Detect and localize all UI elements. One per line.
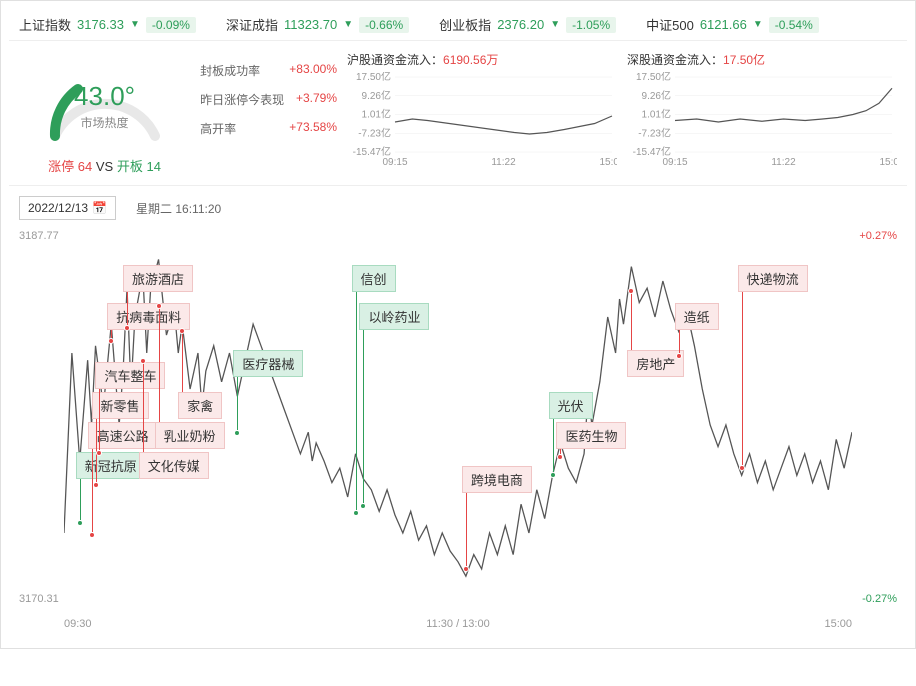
mini-chart-hu: 沪股通资金流入：6190.56万 17.50亿9.26亿1.01亿-7.23亿-… bbox=[347, 51, 617, 175]
tag-connector bbox=[80, 472, 81, 520]
stat-row: 昨日涨停今表现+3.79% bbox=[200, 85, 337, 114]
tag-dot bbox=[89, 532, 95, 538]
arrow-down-icon: ▼ bbox=[550, 19, 560, 30]
tag-connector bbox=[237, 370, 238, 430]
gauge-summary: 涨停 64 VS 开板 14 bbox=[19, 156, 190, 175]
mini-chart-1-svg: 17.50亿9.26亿1.01亿-7.23亿-15.47亿09:1511:221… bbox=[347, 72, 617, 167]
y-axis-bot: 3170.31 bbox=[19, 593, 59, 605]
tag-connector bbox=[631, 290, 632, 350]
index-item[interactable]: 创业板指 2376.20 ▼ -1.05% bbox=[439, 15, 616, 34]
arrow-down-icon: ▼ bbox=[343, 19, 353, 30]
chart-tag[interactable]: 快递物流 bbox=[738, 265, 808, 292]
gauge-value: 43.0° bbox=[19, 81, 190, 112]
svg-text:15:00: 15:00 bbox=[599, 157, 617, 167]
chart-tag[interactable]: 信创 bbox=[352, 265, 396, 292]
chart-tag[interactable]: 旅游酒店 bbox=[123, 265, 193, 292]
svg-text:17.50亿: 17.50亿 bbox=[356, 72, 391, 83]
svg-text:15:00: 15:00 bbox=[879, 157, 897, 167]
svg-text:17.50亿: 17.50亿 bbox=[636, 72, 671, 83]
tag-connector bbox=[159, 305, 160, 422]
tag-dot bbox=[463, 566, 469, 572]
chart-tag[interactable]: 文化传媒 bbox=[139, 452, 209, 479]
mini-chart-shen: 深股通资金流入：17.50亿 17.50亿9.26亿1.01亿-7.23亿-15… bbox=[627, 51, 897, 175]
x-axis-left: 09:30 bbox=[64, 618, 92, 630]
tag-dot bbox=[550, 472, 556, 478]
svg-text:9.26亿: 9.26亿 bbox=[362, 89, 391, 102]
tag-dot bbox=[739, 465, 745, 471]
gauge-label: 市场热度 bbox=[19, 114, 190, 131]
chart-tag[interactable]: 乳业奶粉 bbox=[155, 422, 225, 449]
tag-connector bbox=[92, 442, 93, 532]
gauge: 43.0° 市场热度 涨停 64 VS 开板 14 bbox=[19, 51, 190, 175]
main-chart: 3187.77 3170.31 +0.27% -0.27% 09:30 11:3… bbox=[19, 230, 897, 630]
svg-text:11:22: 11:22 bbox=[771, 157, 796, 167]
x-axis-mid: 11:30 / 13:00 bbox=[426, 618, 489, 630]
main-chart-area: 2022/12/13 📅 星期二 16:11:20 3187.77 3170.3… bbox=[9, 186, 907, 640]
tag-connector bbox=[96, 412, 97, 482]
index-item[interactable]: 中证500 6121.66 ▼ -0.54% bbox=[646, 15, 819, 34]
svg-text:-7.23亿: -7.23亿 bbox=[638, 126, 671, 139]
chart-tag[interactable]: 光伏 bbox=[549, 392, 593, 419]
svg-text:09:15: 09:15 bbox=[382, 157, 407, 167]
tag-connector bbox=[99, 382, 100, 450]
tag-connector bbox=[182, 330, 183, 392]
svg-text:1.01亿: 1.01亿 bbox=[362, 108, 391, 121]
svg-text:09:15: 09:15 bbox=[662, 157, 687, 167]
svg-text:1.01亿: 1.01亿 bbox=[642, 108, 671, 121]
chart-tag[interactable]: 跨境电商 bbox=[462, 466, 532, 493]
chart-tag[interactable]: 新冠抗原 bbox=[76, 452, 146, 479]
svg-text:-7.23亿: -7.23亿 bbox=[358, 126, 391, 139]
chart-tag[interactable]: 家禽 bbox=[178, 392, 222, 419]
tag-connector bbox=[356, 285, 357, 510]
calendar-icon: 📅 bbox=[92, 201, 107, 215]
pct-bot: -0.27% bbox=[862, 593, 897, 605]
chart-tag[interactable]: 汽车整车 bbox=[95, 362, 165, 389]
tag-dot bbox=[124, 325, 130, 331]
chart-tag[interactable]: 医疗器械 bbox=[233, 350, 303, 377]
tag-dot bbox=[140, 358, 146, 364]
chart-tag[interactable]: 造纸 bbox=[675, 303, 719, 330]
mid-panel: 43.0° 市场热度 涨停 64 VS 开板 14 封板成功率+83.00%昨日… bbox=[9, 41, 907, 186]
date-picker[interactable]: 2022/12/13 📅 bbox=[19, 196, 116, 220]
index-bar: 上证指数 3176.33 ▼ -0.09% 深证成指 11323.70 ▼ -0.… bbox=[9, 9, 907, 41]
arrow-down-icon: ▼ bbox=[753, 19, 763, 30]
tag-connector bbox=[143, 360, 144, 452]
tag-dot bbox=[93, 482, 99, 488]
chart-tag[interactable]: 抗病毒面料 bbox=[107, 303, 190, 330]
chart-tag[interactable]: 高速公路 bbox=[88, 422, 158, 449]
tag-dot bbox=[676, 353, 682, 359]
chart-tag[interactable]: 医药生物 bbox=[556, 422, 626, 449]
pct-top: +0.27% bbox=[859, 230, 897, 242]
svg-text:9.26亿: 9.26亿 bbox=[642, 89, 671, 102]
chart-tag[interactable]: 以岭药业 bbox=[359, 303, 429, 330]
tag-connector bbox=[363, 323, 364, 503]
tag-dot bbox=[353, 510, 359, 516]
tag-connector bbox=[742, 285, 743, 465]
index-item[interactable]: 深证成指 11323.70 ▼ -0.66% bbox=[226, 15, 409, 34]
stat-row: 高开率+73.58% bbox=[200, 114, 337, 143]
tag-dot bbox=[77, 520, 83, 526]
stat-row: 封板成功率+83.00% bbox=[200, 56, 337, 85]
tag-connector bbox=[553, 412, 554, 472]
arrow-down-icon: ▼ bbox=[130, 19, 140, 30]
mini-chart-2-svg: 17.50亿9.26亿1.01亿-7.23亿-15.47亿09:1511:221… bbox=[627, 72, 897, 167]
svg-text:11:22: 11:22 bbox=[491, 157, 516, 167]
x-axis-right: 15:00 bbox=[824, 618, 852, 630]
tag-connector bbox=[466, 486, 467, 566]
stats-column: 封板成功率+83.00%昨日涨停今表现+3.79%高开率+73.58% bbox=[200, 51, 337, 175]
weekday-label: 星期二 16:11:20 bbox=[136, 200, 221, 217]
index-item[interactable]: 上证指数 3176.33 ▼ -0.09% bbox=[19, 15, 196, 34]
tag-dot bbox=[156, 303, 162, 309]
y-axis-top: 3187.77 bbox=[19, 230, 59, 242]
